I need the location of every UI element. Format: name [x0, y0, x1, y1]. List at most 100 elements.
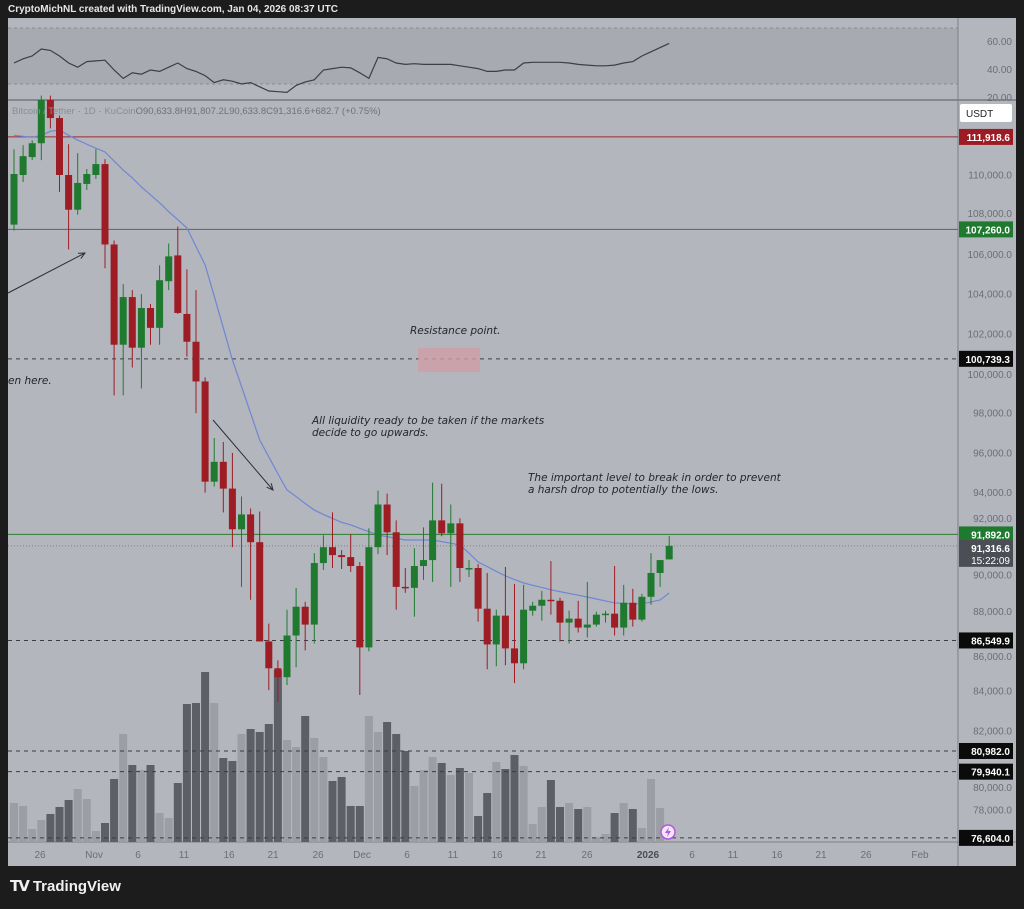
candle[interactable] [511, 583, 518, 684]
candle[interactable] [183, 269, 191, 357]
candle[interactable] [74, 153, 82, 215]
candle[interactable] [410, 548, 418, 617]
candle[interactable] [19, 145, 27, 182]
candle[interactable] [501, 567, 509, 666]
candle[interactable] [65, 144, 73, 250]
candle[interactable] [338, 550, 346, 570]
candle[interactable] [119, 284, 127, 396]
candle[interactable] [529, 601, 537, 616]
candle-body [520, 609, 528, 664]
candle[interactable] [137, 294, 145, 389]
annotation-text[interactable]: The important level to break in order to… [528, 472, 782, 484]
candle[interactable] [365, 528, 373, 652]
candle[interactable] [46, 95, 54, 129]
candle[interactable] [256, 511, 264, 642]
candle[interactable] [219, 441, 227, 513]
candle[interactable] [165, 243, 173, 291]
candle[interactable] [574, 600, 582, 633]
candle[interactable] [347, 534, 355, 572]
candle[interactable] [447, 504, 455, 587]
candle[interactable] [474, 564, 482, 622]
volume-bar [283, 740, 291, 842]
price-tick-label: 84,000.0 [973, 687, 1012, 698]
candle[interactable] [547, 561, 555, 615]
arrow-annotation[interactable] [7, 252, 86, 294]
candle[interactable] [301, 601, 309, 651]
candle[interactable] [292, 587, 300, 668]
volume-bar [392, 734, 401, 842]
candle[interactable] [201, 377, 209, 493]
candle[interactable] [356, 562, 364, 696]
candle[interactable] [420, 527, 427, 580]
price-tick-label: 104,000.0 [968, 290, 1013, 301]
lightning-glyph [665, 827, 671, 837]
candle[interactable] [319, 535, 327, 570]
candle[interactable] [392, 520, 400, 610]
price-level-label: 91,892.0 [971, 530, 1010, 541]
candle[interactable] [629, 588, 637, 627]
candle[interactable] [283, 609, 291, 686]
candle[interactable] [665, 536, 673, 560]
candle[interactable] [483, 572, 491, 670]
candle[interactable] [538, 590, 546, 621]
candle[interactable] [620, 584, 628, 636]
resistance-zone[interactable] [418, 348, 480, 372]
annotation-text[interactable]: en here. [8, 375, 52, 387]
annotation-text[interactable]: a harsh drop to potentially the lows. [528, 484, 718, 496]
candle[interactable] [310, 553, 318, 644]
currency-selector[interactable] [960, 104, 1012, 122]
candle[interactable] [438, 483, 446, 537]
arrow-annotation[interactable] [212, 419, 274, 491]
candle[interactable] [329, 512, 336, 569]
candle[interactable] [383, 493, 391, 556]
candle[interactable] [147, 304, 154, 345]
price-level-label: 79,940.1 [971, 768, 1010, 779]
candle[interactable] [647, 553, 655, 605]
candle[interactable] [28, 140, 36, 161]
candle[interactable] [492, 609, 500, 667]
candle[interactable] [10, 149, 18, 231]
candle[interactable] [556, 597, 564, 642]
volume-bar [101, 823, 109, 842]
candle[interactable] [247, 508, 255, 600]
candle[interactable] [83, 169, 91, 190]
candle[interactable] [274, 660, 282, 702]
volume-bar [656, 808, 665, 842]
volume-bar [19, 806, 28, 842]
annotation-text[interactable]: Resistance point. [410, 325, 501, 337]
candle[interactable] [92, 149, 100, 179]
candle[interactable] [374, 490, 382, 555]
candle[interactable] [56, 115, 63, 192]
tradingview-footer[interactable]: 𝗧𝗩 TradingView [10, 877, 121, 896]
candle[interactable] [656, 560, 664, 587]
candle[interactable] [583, 581, 591, 638]
candle-body [283, 635, 291, 678]
annotation-text[interactable]: decide to go upwards. [312, 427, 429, 439]
candle[interactable] [110, 240, 118, 396]
candle[interactable] [520, 584, 528, 670]
candle[interactable] [210, 438, 218, 487]
candle[interactable] [401, 568, 409, 593]
candle[interactable] [174, 226, 182, 314]
candle[interactable] [238, 496, 245, 587]
candle[interactable] [228, 452, 236, 548]
candle[interactable] [128, 290, 136, 368]
candle[interactable] [429, 482, 437, 582]
candle[interactable] [565, 610, 573, 644]
candle[interactable] [37, 95, 45, 161]
candle[interactable] [156, 265, 164, 345]
candle[interactable] [456, 518, 464, 582]
candle[interactable] [465, 560, 473, 577]
candle[interactable] [192, 290, 200, 414]
candle[interactable] [101, 159, 109, 269]
candle[interactable] [602, 610, 609, 623]
candle[interactable] [592, 611, 600, 627]
symbol-legend[interactable]: Bitcoin / Tether · 1D · KuCoinO90,633.8H91… [12, 106, 381, 117]
candle[interactable] [611, 566, 619, 636]
annotation-text[interactable]: All liquidity ready to be taken if the m… [311, 415, 545, 427]
legend-high: H91,807.2 [180, 106, 224, 117]
time-tick-label: 26 [860, 850, 872, 861]
candle[interactable] [638, 593, 646, 622]
candle[interactable] [265, 623, 273, 691]
